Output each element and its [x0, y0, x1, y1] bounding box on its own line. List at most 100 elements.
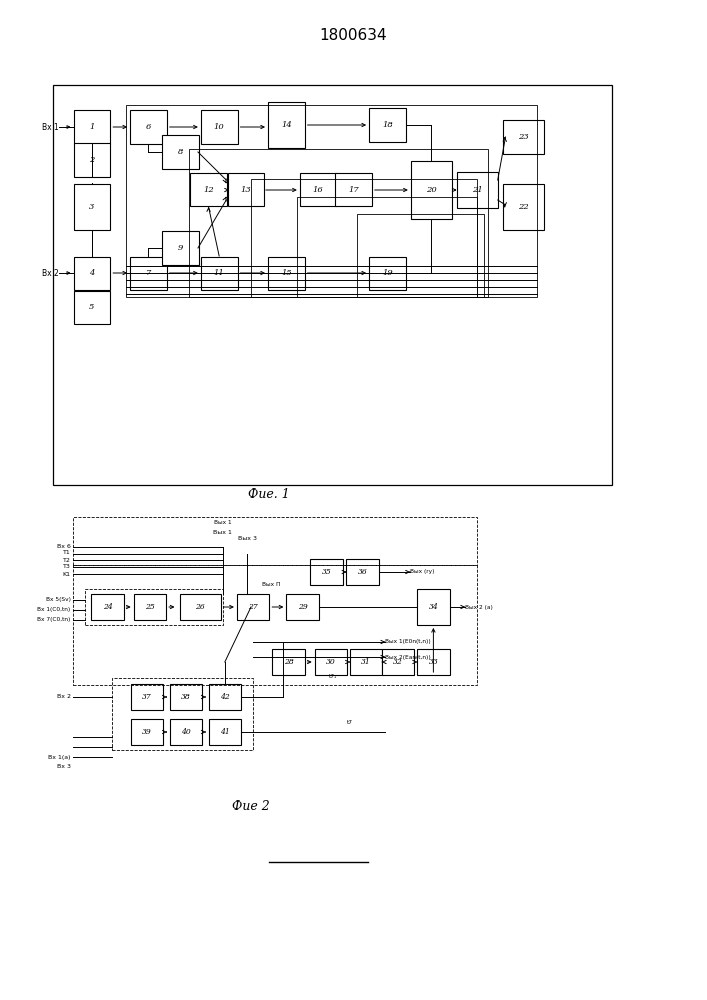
Text: 41: 41	[220, 728, 230, 736]
Bar	[201, 256, 238, 290]
Bar	[272, 649, 305, 675]
Text: T3: T3	[63, 564, 71, 570]
Bar	[411, 161, 452, 219]
Bar	[85, 589, 223, 625]
Bar	[209, 684, 241, 710]
Text: 42: 42	[220, 693, 230, 701]
Text: 6: 6	[146, 123, 151, 131]
Text: Вых 2(Ean(t,n)): Вых 2(Ean(t,n))	[385, 654, 431, 660]
Text: K1: K1	[63, 572, 71, 576]
Bar	[180, 594, 221, 620]
Bar	[369, 108, 406, 141]
Text: 35: 35	[322, 568, 332, 576]
Text: Вх 2: Вх 2	[57, 694, 71, 700]
Text: 3: 3	[89, 203, 95, 211]
Text: 18: 18	[382, 121, 393, 129]
Text: Вх 2: Вх 2	[42, 268, 59, 277]
Text: 40: 40	[181, 728, 191, 736]
Bar	[300, 173, 337, 206]
Text: 27: 27	[248, 603, 258, 611]
Bar	[73, 517, 477, 565]
Text: Вх 7(C0,tn): Вх 7(C0,tn)	[37, 617, 71, 622]
Bar	[74, 143, 110, 176]
Text: 36: 36	[358, 568, 368, 576]
Text: 8: 8	[177, 148, 183, 156]
Text: Вх 1: Вх 1	[42, 122, 59, 131]
Bar	[74, 184, 110, 230]
Bar	[126, 105, 537, 297]
Text: Вх 6: Вх 6	[57, 544, 71, 548]
Text: 13: 13	[240, 186, 252, 194]
Text: 12: 12	[203, 186, 214, 194]
Bar	[297, 197, 477, 297]
Text: T2: T2	[63, 558, 71, 562]
Text: 9: 9	[177, 244, 183, 252]
Bar	[417, 589, 450, 625]
Bar	[237, 594, 269, 620]
Bar	[382, 649, 414, 675]
Bar	[251, 179, 477, 297]
Text: Фие 2: Фие 2	[232, 800, 270, 814]
Text: 16: 16	[312, 186, 324, 194]
Bar	[91, 594, 124, 620]
Text: 34: 34	[428, 603, 438, 611]
Text: Вх 3: Вх 3	[57, 764, 71, 770]
Text: t7: t7	[346, 720, 352, 724]
Text: Фие. 1: Фие. 1	[247, 488, 290, 502]
Text: 20: 20	[426, 186, 437, 194]
Text: 4: 4	[89, 269, 95, 277]
Text: Вых (ry): Вых (ry)	[410, 570, 435, 574]
Text: 5: 5	[89, 303, 95, 311]
Text: Вых 1: Вых 1	[214, 520, 231, 525]
Text: 23: 23	[518, 133, 529, 141]
Text: 32: 32	[393, 658, 403, 666]
Bar	[369, 256, 406, 290]
Bar	[162, 135, 199, 168]
Bar	[131, 684, 163, 710]
Bar	[503, 120, 544, 153]
Text: 37: 37	[142, 693, 152, 701]
Text: Вых 1(E0n(t,n)): Вых 1(E0n(t,n))	[385, 640, 431, 645]
Text: Вых 1: Вых 1	[214, 530, 232, 534]
Bar	[268, 102, 305, 148]
Text: Вых 3: Вых 3	[238, 536, 257, 542]
Bar	[335, 173, 372, 206]
Text: 2: 2	[89, 156, 95, 164]
Bar	[315, 649, 347, 675]
Bar	[503, 184, 544, 230]
Bar	[73, 565, 477, 685]
Text: Вых 2 (a): Вых 2 (a)	[465, 604, 493, 609]
Bar	[170, 719, 202, 745]
Text: 25: 25	[145, 603, 155, 611]
Text: 1: 1	[89, 123, 95, 131]
Bar	[170, 684, 202, 710]
Bar	[134, 594, 166, 620]
Bar	[74, 290, 110, 324]
Bar	[74, 110, 110, 143]
Text: 29: 29	[298, 603, 308, 611]
Bar	[357, 214, 484, 297]
Bar	[310, 559, 343, 585]
Text: 39: 39	[142, 728, 152, 736]
Text: 10: 10	[214, 123, 225, 131]
Text: 30: 30	[326, 658, 336, 666]
Bar	[162, 232, 199, 264]
Text: t7₁: t7₁	[329, 674, 337, 680]
Bar	[286, 594, 319, 620]
Bar	[268, 256, 305, 290]
Text: 21: 21	[472, 186, 483, 194]
Text: 31: 31	[361, 658, 371, 666]
Bar	[112, 678, 253, 750]
Text: 14: 14	[281, 121, 292, 129]
Text: 19: 19	[382, 269, 393, 277]
Bar	[53, 85, 612, 485]
Text: 24: 24	[103, 603, 112, 611]
Bar	[457, 172, 498, 208]
Text: 38: 38	[181, 693, 191, 701]
Bar	[189, 149, 488, 297]
Bar	[209, 719, 241, 745]
Bar	[201, 110, 238, 143]
Bar	[228, 173, 264, 206]
Bar	[346, 559, 379, 585]
Bar	[131, 719, 163, 745]
